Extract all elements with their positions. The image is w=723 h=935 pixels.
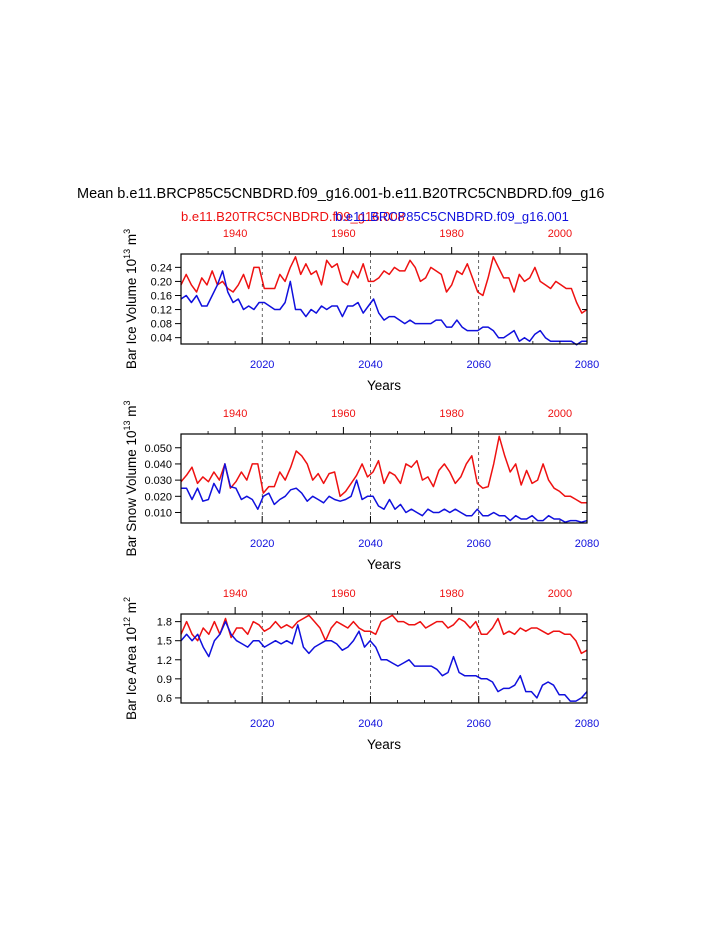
y-tick-label: 0.24 [151,262,172,274]
series-line-blue [181,463,588,523]
bottom-tick-label: 2060 [466,359,490,371]
top-tick-label: 2000 [548,408,572,420]
plot-frame [180,613,588,704]
bottom-tick-label: 2060 [466,718,490,730]
panel-2: 2020 2040 2060 2080 1940 1960 1980 2000 0.010 0.0… [122,400,599,572]
plot-frame [180,433,588,524]
y-axis-label: Bar Snow Volume 1013 m3 [122,400,139,556]
y-tick-label: 1.8 [157,617,172,629]
bottom-tick-label: 2080 [575,538,599,550]
y-axis-label: Bar Ice Area 1012 m2 [122,597,139,720]
top-tick-label: 1980 [439,588,463,600]
plot-frame [180,253,588,345]
y-tick-label: 0.20 [151,276,172,288]
legend-blue-label: b.e11.BRCP85C5CNBDRD.f09_g16.001 [335,209,569,224]
series-line-red [180,614,588,655]
y-tick-label: 0.04 [151,333,172,345]
bottom-tick-label: 2080 [575,718,599,730]
figure-title: Mean b.e11.BRCP85C5CNBDRD.f09_g16.001-b.… [77,186,604,202]
top-tick-label: 1940 [223,588,247,600]
bottom-tick-label: 2020 [250,718,274,730]
y-tick-label: 0.6 [157,693,172,705]
bottom-tick-label: 2020 [250,538,274,550]
x-axis-label: Years [367,737,401,752]
y-tick-label: 0.16 [151,290,172,302]
top-tick-label: 1960 [331,228,355,240]
series-line-red [180,256,588,314]
y-tick-label: 0.040 [144,459,172,471]
top-tick-label: 1960 [331,408,355,420]
x-axis-label: Years [367,557,401,572]
x-axis-label: Years [367,378,401,393]
panel-3: 2020 2040 2060 2080 1940 1960 1980 2000 0.6 0.9 1.… [122,588,599,752]
bottom-tick-label: 2040 [358,538,382,550]
series-line-blue [180,620,588,702]
top-tick-label: 1960 [331,588,355,600]
top-tick-label: 2000 [548,588,572,600]
y-tick-label: 0.9 [157,674,172,686]
series-line-red [180,435,587,504]
y-axis-label: Bar Ice Volume 1013 m3 [122,229,139,369]
y-tick-label: 0.030 [144,475,172,487]
top-tick-label: 2000 [548,228,572,240]
legend-red-label: b.e11.B20TRC5CNBDRD.f09_g16.008 [181,209,405,224]
y-tick-label: 0.08 [151,319,172,331]
y-tick-label: 0.020 [144,491,172,503]
bottom-tick-label: 2060 [466,538,490,550]
top-tick-label: 1940 [223,408,247,420]
series-line-blue [180,270,587,346]
y-tick-label: 1.5 [157,636,172,648]
bottom-tick-label: 2080 [575,359,599,371]
top-tick-label: 1980 [439,228,463,240]
top-tick-label: 1980 [439,408,463,420]
bottom-tick-label: 2020 [250,359,274,371]
y-tick-label: 0.010 [144,507,172,519]
y-tick-label: 0.050 [144,443,172,455]
bottom-tick-label: 2040 [358,359,382,371]
y-tick-label: 0.12 [151,305,172,317]
y-tick-label: 1.2 [157,655,172,667]
top-tick-label: 1940 [223,228,247,240]
bottom-tick-label: 2040 [358,718,382,730]
panel-1: 2020 2040 2060 2080 1940 1960 1980 2000 0.04 0.08… [122,228,599,393]
